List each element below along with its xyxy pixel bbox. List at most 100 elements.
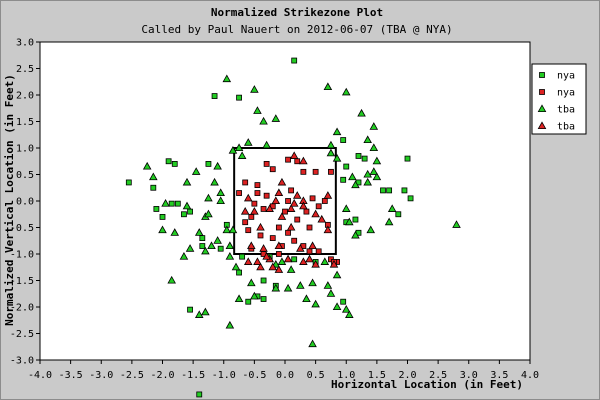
data-point (386, 187, 393, 194)
data-point (237, 151, 247, 159)
x-tick-label: -4.0 (28, 370, 52, 381)
x-tick-label: 3.5 (490, 370, 508, 381)
data-point (285, 229, 291, 236)
data-point (291, 57, 298, 64)
data-point (271, 114, 281, 122)
x-tick-label: 2.5 (429, 370, 447, 381)
data-point (205, 160, 212, 167)
y-tick-label: -0.5 (10, 223, 34, 234)
data-point (228, 146, 238, 154)
data-point (236, 94, 242, 101)
data-point (340, 176, 347, 183)
data-point (308, 241, 317, 250)
data-point (242, 179, 249, 186)
data-point (366, 225, 376, 234)
data-point (387, 204, 397, 212)
data-point (250, 291, 259, 300)
data-point (351, 230, 360, 239)
data-point (191, 167, 201, 175)
data-point (271, 196, 281, 205)
data-point (149, 172, 158, 181)
data-point (299, 156, 308, 165)
data-point (171, 160, 178, 167)
data-point (317, 214, 327, 223)
legend-items: nya nya tba tba (537, 71, 575, 133)
y-tick-label: 0.0 (16, 197, 34, 208)
data-point (340, 298, 347, 305)
data-point (363, 169, 372, 178)
legend-marker (539, 72, 545, 78)
data-point (343, 163, 350, 170)
data-point (341, 204, 351, 212)
y-tick-label: -3.0 (10, 356, 34, 367)
x-tick-label: -3.0 (89, 370, 113, 381)
data-point (326, 140, 336, 149)
data-point (323, 281, 333, 289)
y-tick-label: -2.0 (10, 303, 34, 314)
x-tick-label: -1.5 (181, 370, 205, 381)
data-point (404, 155, 411, 162)
x-tick-label: -1.0 (212, 370, 236, 381)
data-point (306, 248, 313, 255)
data-point (248, 213, 255, 220)
data-point (260, 296, 267, 302)
data-point (401, 187, 408, 194)
data-point (236, 190, 242, 196)
data-point (369, 143, 379, 152)
y-tick-label: 3.0 (16, 38, 34, 49)
y-tick-label: 2.0 (16, 91, 34, 102)
data-point (340, 137, 347, 143)
data-point (222, 225, 232, 234)
data-point (372, 172, 382, 181)
data-point (182, 201, 192, 210)
data-point (323, 191, 333, 199)
data-point (323, 82, 333, 91)
x-tick-label: 3.0 (460, 370, 478, 381)
data-point (345, 310, 354, 318)
data-point (260, 206, 267, 212)
data-point (274, 241, 284, 250)
pitch-points (125, 57, 461, 398)
data-point (300, 168, 307, 175)
data-point (153, 206, 160, 212)
data-point (291, 237, 298, 244)
y-tick-label: 1.5 (16, 117, 34, 128)
data-point (254, 190, 261, 196)
legend-label: nya (557, 71, 575, 82)
x-axis-ticks: -4.0 -3.5 -3.0 -2.5 -2.0 -1.5 -1.0 -0.5 0.0 0.5 1.… (28, 360, 539, 381)
y-tick-label: 1.0 (16, 144, 34, 155)
data-point (289, 199, 299, 207)
data-point (199, 243, 206, 249)
data-point (167, 275, 176, 284)
data-point (262, 252, 271, 260)
data-point (299, 257, 308, 265)
data-point (216, 196, 225, 205)
data-point (247, 278, 256, 287)
data-point (341, 87, 351, 96)
data-point (263, 192, 270, 199)
data-point (158, 225, 167, 234)
x-tick-label: 0.5 (307, 370, 325, 381)
data-point (213, 161, 222, 170)
data-point (251, 200, 258, 207)
data-point (142, 161, 152, 170)
data-point (384, 217, 394, 226)
data-point (263, 160, 270, 167)
data-point (311, 209, 320, 218)
data-point (341, 305, 351, 313)
data-point (165, 158, 172, 165)
data-point (225, 320, 235, 329)
data-point (285, 156, 291, 163)
data-point (299, 201, 308, 210)
legend-label: nya (557, 88, 575, 99)
data-point (259, 116, 268, 125)
x-tick-label: 1.5 (368, 370, 386, 381)
watermark-text: BrooksBaseball.net (380, 341, 522, 356)
data-point (211, 93, 218, 99)
data-point (312, 168, 319, 175)
y-tick-label: -1.5 (10, 276, 34, 287)
data-point (274, 265, 284, 273)
data-point (294, 158, 301, 165)
data-point (361, 155, 368, 162)
